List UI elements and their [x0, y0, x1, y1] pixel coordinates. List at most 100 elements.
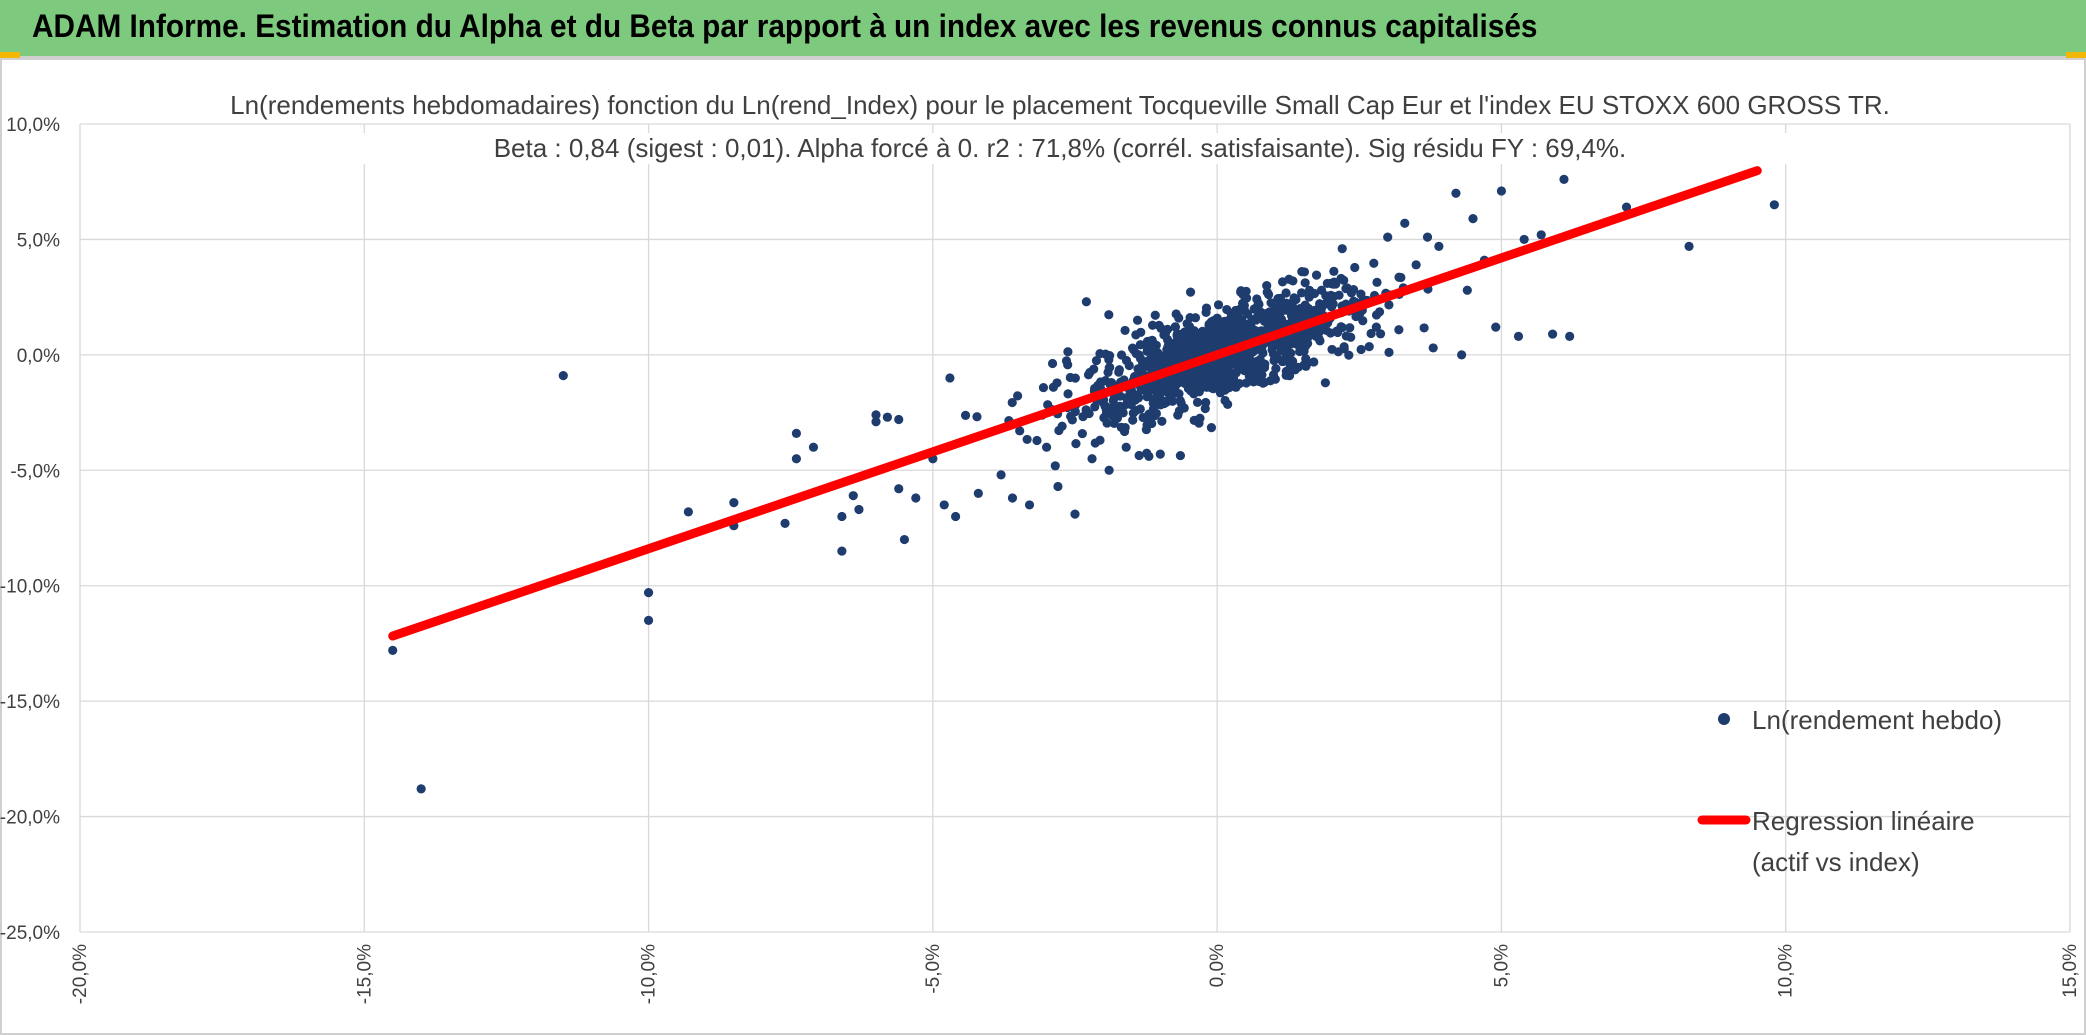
data-point	[1240, 330, 1250, 340]
data-point	[1358, 316, 1368, 326]
data-point	[1185, 287, 1196, 297]
data-point	[1297, 288, 1307, 298]
data-point	[1063, 389, 1073, 399]
data-point	[1342, 283, 1352, 293]
data-point	[1280, 356, 1290, 366]
x-tick-label: 5,0%	[1491, 944, 1512, 987]
data-point	[1462, 285, 1472, 295]
data-point	[1394, 325, 1404, 335]
data-point	[1197, 326, 1208, 336]
data-point	[1144, 409, 1154, 419]
data-point	[854, 504, 864, 515]
data-point	[780, 518, 790, 528]
data-point	[1132, 315, 1143, 325]
data-point	[1565, 331, 1575, 341]
chart-subtitle: Beta : 0,84 (sigest : 0,01). Alpha forcé…	[120, 133, 2000, 164]
legend-label-line-2: (actif vs index)	[1752, 847, 1920, 877]
data-point	[1419, 323, 1429, 333]
data-point	[1252, 304, 1262, 314]
legend: Ln(rendement hebdo) Regression linéaire …	[1697, 705, 2002, 877]
data-point	[1134, 450, 1144, 461]
data-point	[1457, 350, 1467, 360]
y-tick-label: -15,0%	[0, 692, 60, 713]
data-point	[1213, 300, 1224, 310]
data-point	[1559, 174, 1569, 185]
data-point	[1054, 425, 1064, 436]
x-tick-label: 15,0%	[2060, 944, 2081, 998]
data-point	[1053, 481, 1063, 492]
data-point	[1145, 416, 1155, 426]
data-point	[1206, 383, 1216, 393]
data-point	[1207, 367, 1217, 377]
data-point	[1231, 382, 1241, 392]
data-point	[1684, 241, 1694, 251]
data-point	[1299, 346, 1309, 356]
y-tick-label: -20,0%	[0, 808, 60, 829]
data-point	[1220, 321, 1231, 331]
data-point	[1104, 465, 1114, 475]
data-point	[1194, 418, 1204, 428]
data-point	[996, 470, 1006, 480]
data-point	[1081, 297, 1091, 307]
regression-line	[388, 166, 1762, 641]
data-point	[1090, 402, 1100, 412]
data-point	[848, 491, 858, 501]
data-point	[1157, 416, 1167, 426]
data-point	[1083, 370, 1094, 380]
data-point	[1219, 372, 1229, 382]
data-point	[1052, 378, 1062, 388]
data-point	[1411, 260, 1421, 270]
data-point	[1237, 322, 1247, 332]
data-point	[1621, 202, 1632, 212]
data-point	[1337, 322, 1347, 333]
data-point	[1101, 405, 1112, 415]
data-point	[1304, 292, 1314, 302]
data-point	[1328, 299, 1338, 309]
data-point	[1175, 450, 1186, 461]
data-point	[972, 412, 982, 422]
data-point	[1172, 373, 1182, 383]
data-point	[973, 488, 983, 498]
data-point	[1107, 411, 1117, 421]
data-point	[1145, 336, 1156, 346]
data-point	[1022, 434, 1032, 445]
data-point	[1309, 357, 1319, 367]
data-point	[1032, 435, 1042, 446]
data-point	[1215, 388, 1226, 398]
data-point	[1213, 318, 1223, 329]
data-point	[1321, 325, 1331, 335]
data-point	[1148, 356, 1158, 366]
data-point	[1428, 343, 1438, 353]
data-point	[1090, 438, 1100, 448]
data-point	[643, 615, 654, 625]
data-point	[1024, 500, 1035, 510]
data-point	[1270, 353, 1280, 364]
data-point	[1167, 346, 1178, 356]
x-tick-label: -20,0%	[70, 944, 91, 1004]
data-point	[1262, 287, 1272, 297]
data-point	[1043, 400, 1053, 410]
data-point	[643, 588, 654, 598]
data-point	[1081, 405, 1091, 415]
data-point	[1265, 376, 1275, 386]
data-point	[1121, 393, 1131, 403]
data-point	[1241, 378, 1251, 388]
data-point	[1344, 350, 1354, 360]
data-point	[791, 428, 802, 438]
y-tick-label: -25,0%	[0, 923, 60, 944]
data-point	[683, 507, 693, 517]
data-point	[1422, 232, 1433, 242]
data-point	[1104, 310, 1114, 320]
data-point	[1179, 327, 1190, 337]
data-point	[1400, 218, 1410, 228]
data-point	[1157, 398, 1167, 409]
corner-marker-left	[0, 52, 20, 60]
data-point	[899, 534, 910, 545]
data-point	[1309, 325, 1319, 335]
data-point	[1371, 322, 1381, 332]
data-point	[1114, 367, 1124, 377]
data-point	[1769, 200, 1779, 210]
data-point	[1311, 270, 1322, 280]
report-banner: ADAM Informe. Estimation du Alpha et du …	[0, 0, 2086, 58]
data-point	[1141, 424, 1151, 435]
